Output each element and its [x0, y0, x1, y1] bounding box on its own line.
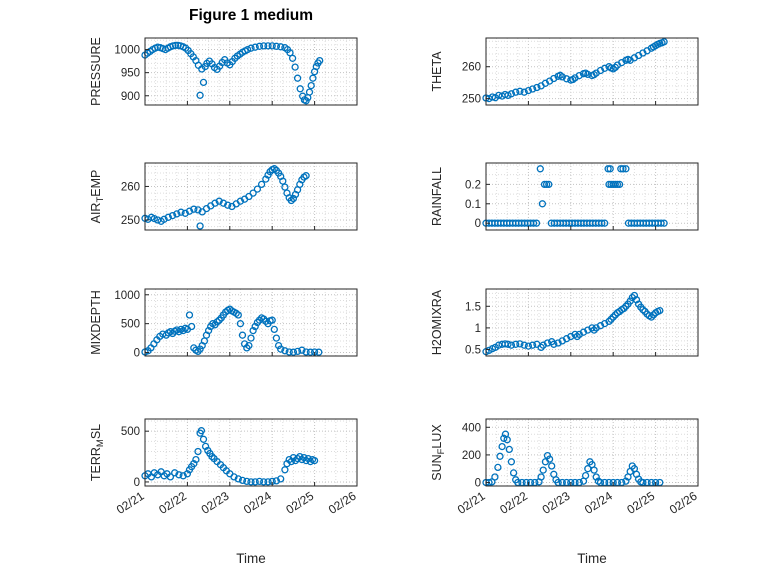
svg-text:AIRTEMP: AIRTEMP	[89, 170, 106, 224]
svg-text:02/21: 02/21	[114, 489, 147, 517]
figure-title: Figure 1 medium	[188, 7, 314, 24]
svg-text:RAINFALL: RAINFALL	[430, 167, 444, 226]
svg-text:250: 250	[121, 215, 140, 227]
svg-text:MIXDEPTH: MIXDEPTH	[89, 290, 103, 355]
svg-text:02/26: 02/26	[326, 489, 359, 517]
subplot-pressure: 900 950 1000 PRESSURE	[89, 37, 358, 106]
svg-text:950: 950	[121, 68, 140, 80]
subplot-theta: 250 260 THETA	[430, 37, 699, 106]
svg-text:1.5: 1.5	[465, 301, 481, 313]
subplot-h2omixra: 0.5 1 1.5 H2OMIXRA	[430, 288, 699, 357]
subplot-rainfall: 0 0.1 0.2 RAINFALL	[430, 162, 699, 231]
svg-text:02/22: 02/22	[156, 489, 189, 517]
subplot-mixdepth: 0 500 1000 MIXDEPTH	[89, 288, 358, 360]
svg-text:500: 500	[121, 319, 140, 331]
svg-text:THETA: THETA	[430, 51, 444, 92]
svg-text:1000: 1000	[114, 290, 140, 302]
svg-text:0.1: 0.1	[465, 199, 481, 211]
svg-text:260: 260	[462, 62, 481, 74]
svg-text:0.2: 0.2	[465, 179, 481, 191]
svg-text:02/24: 02/24	[241, 489, 274, 517]
svg-text:250: 250	[462, 94, 481, 106]
svg-text:02/26: 02/26	[667, 489, 700, 517]
svg-text:900: 900	[121, 91, 140, 103]
svg-text:200: 200	[462, 450, 481, 462]
svg-text:PRESSURE: PRESSURE	[89, 37, 103, 106]
svg-text:0: 0	[134, 348, 140, 360]
xlabel-right: Time	[577, 551, 607, 566]
svg-text:02/25: 02/25	[624, 489, 657, 517]
svg-text:TERRMSL: TERRMSL	[89, 424, 106, 481]
svg-text:1000: 1000	[114, 45, 140, 57]
svg-text:0: 0	[475, 218, 481, 230]
svg-text:02/25: 02/25	[283, 489, 316, 517]
svg-text:02/23: 02/23	[540, 489, 573, 517]
xlabel-left: Time	[236, 551, 266, 566]
svg-text:02/23: 02/23	[199, 489, 232, 517]
svg-text:02/21: 02/21	[455, 489, 488, 517]
svg-text:400: 400	[462, 422, 481, 434]
svg-text:0: 0	[134, 477, 140, 489]
svg-text:1: 1	[475, 323, 481, 335]
subplot-air-temp: 250 260 AIRTEMP	[89, 162, 358, 231]
svg-text:260: 260	[121, 181, 140, 193]
svg-text:0.5: 0.5	[465, 345, 481, 357]
svg-text:500: 500	[121, 426, 140, 438]
svg-text:H2OMIXRA: H2OMIXRA	[430, 289, 444, 355]
subplot-sun-flux: 0 200 400 SUNFLUX 02/21 02/22 02/23 02/24 02/25 0…	[430, 418, 700, 517]
svg-text:0: 0	[475, 478, 481, 490]
svg-text:SUNFLUX: SUNFLUX	[430, 424, 447, 481]
svg-text:02/22: 02/22	[497, 489, 530, 517]
subplot-terr-msl: 0 500 TERRMSL 02/21 02/22 02/23 02/24 02/25 02/2…	[89, 418, 359, 517]
svg-text:02/24: 02/24	[582, 489, 615, 517]
